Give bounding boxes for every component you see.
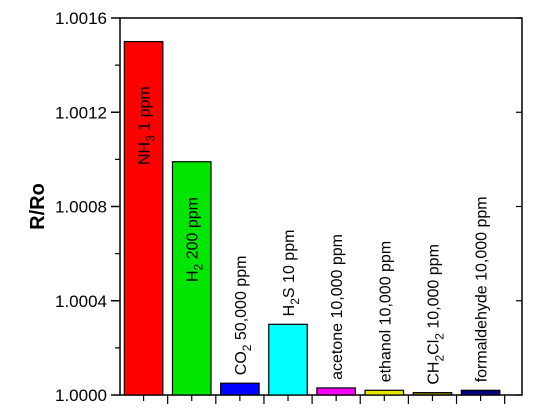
bar xyxy=(364,389,405,396)
bar-label: NH3 1 ppm xyxy=(137,86,158,165)
bar xyxy=(171,161,212,396)
y-tick-label: 1.0012 xyxy=(55,103,107,122)
bar xyxy=(412,392,453,396)
bar-label: ethanol 10,000 ppm xyxy=(377,241,394,382)
y-tick-label: 1.0016 xyxy=(55,9,107,28)
bar xyxy=(316,387,357,396)
bar-label: H2 200 ppm xyxy=(185,197,206,282)
bar-label: acetone 10,000 ppm xyxy=(329,234,346,380)
y-axis: 1.0000 1.0004 1.0008 1.0012 1.0016 xyxy=(55,9,522,405)
bar-label: CO2 50,000 ppm xyxy=(233,256,254,376)
bars-group xyxy=(123,40,501,396)
bar-label: CH2Cl2 10,000 ppm xyxy=(425,244,446,385)
bar-label: H2S 10 ppm xyxy=(281,230,302,317)
bar-label: formaldehyde 10,000 ppm xyxy=(474,196,491,382)
bar xyxy=(268,323,308,396)
x-axis xyxy=(142,395,506,404)
y-axis-label: R/Ro xyxy=(27,183,49,230)
bar xyxy=(460,389,501,396)
y-tick-label: 1.0008 xyxy=(55,198,107,217)
y-tick-label: 1.0000 xyxy=(55,386,107,405)
bar xyxy=(220,382,260,396)
bar-labels-group: NH3 1 ppm H2 200 ppm CO2 50,000 ppm H2S 10 … xyxy=(137,86,491,384)
y-tick-label: 1.0004 xyxy=(55,292,107,311)
